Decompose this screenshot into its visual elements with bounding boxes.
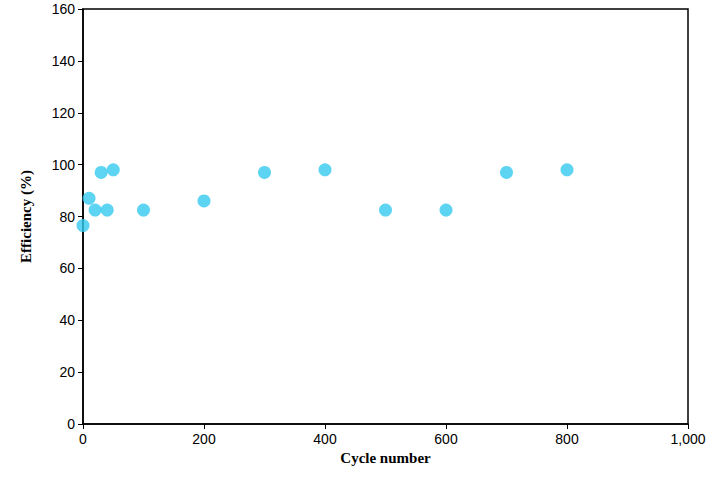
svg-text:40: 40 xyxy=(59,312,75,328)
svg-text:400: 400 xyxy=(313,431,337,447)
svg-text:Cycle number: Cycle number xyxy=(340,450,431,466)
svg-text:1,000: 1,000 xyxy=(670,431,705,447)
svg-text:140: 140 xyxy=(52,53,76,69)
svg-text:0: 0 xyxy=(79,431,87,447)
svg-text:80: 80 xyxy=(59,209,75,225)
svg-text:160: 160 xyxy=(52,1,76,17)
svg-text:800: 800 xyxy=(555,431,579,447)
svg-text:0: 0 xyxy=(67,416,75,432)
svg-text:200: 200 xyxy=(192,431,216,447)
svg-text:100: 100 xyxy=(52,157,76,173)
svg-text:20: 20 xyxy=(59,364,75,380)
svg-text:60: 60 xyxy=(59,260,75,276)
svg-text:600: 600 xyxy=(434,431,458,447)
svg-text:120: 120 xyxy=(52,105,76,121)
svg-text:Efficiency (%): Efficiency (%) xyxy=(18,170,35,263)
